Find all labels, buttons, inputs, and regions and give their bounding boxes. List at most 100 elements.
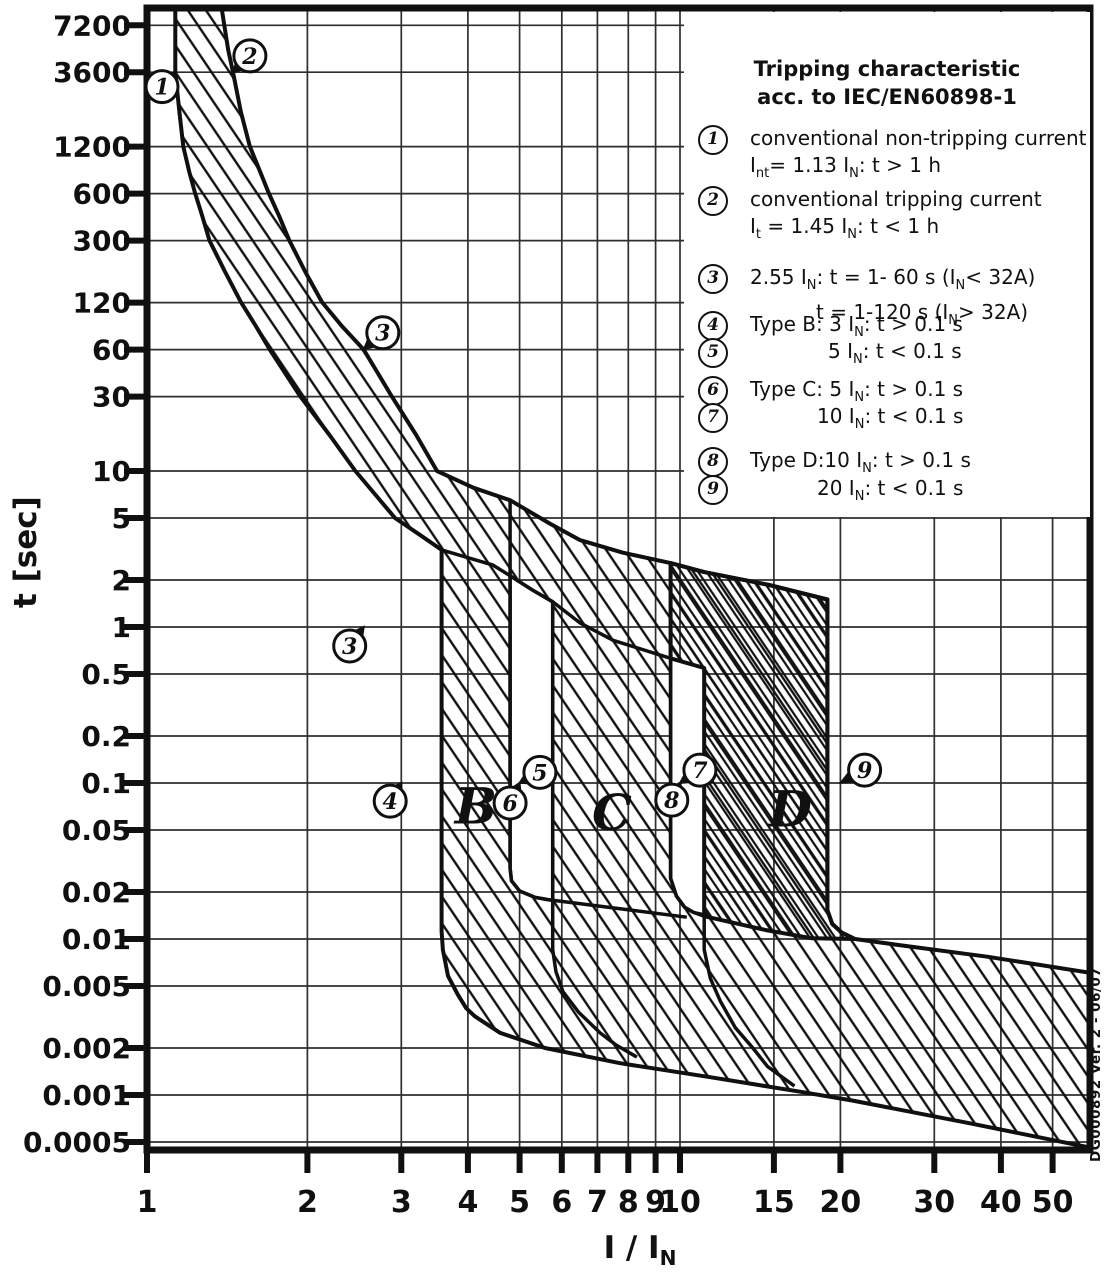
legend-item-number-1: 1: [698, 125, 728, 155]
legend-item-text: t = 1-120 s (IN> 32A): [816, 300, 1029, 328]
svg-text:300: 300: [73, 225, 131, 258]
legend-title-line1: Tripping characteristic: [753, 57, 1021, 81]
svg-text:30: 30: [92, 381, 131, 414]
legend-item-3: 3 2.55 IN: t = 1- 60 s (IN< 32A) t = 1-120…: [698, 264, 1088, 334]
legend-item-6: 6 Type C: 5 IN: t > 0.1 s: [698, 376, 1088, 411]
svg-text:8: 8: [618, 1185, 639, 1220]
type-b-right-edge: [508, 500, 688, 919]
svg-text:2: 2: [112, 564, 131, 597]
svg-text:120: 120: [73, 287, 131, 320]
svg-text:2: 2: [241, 44, 257, 70]
region-letter-C: C: [592, 783, 632, 842]
svg-text:8: 8: [663, 788, 679, 814]
legend-item-2: 2 conventional tripping current It = 1.45 …: [698, 186, 1088, 248]
svg-text:0.02: 0.02: [62, 876, 131, 909]
marker-2: 2: [231, 38, 268, 74]
marker-9: 9: [838, 752, 883, 788]
svg-text:9: 9: [645, 1185, 666, 1220]
x-axis-title: I / IN: [603, 1230, 677, 1271]
marker-3: 3: [362, 315, 401, 351]
type-c-left-edge: [550, 601, 638, 1059]
legend: Tripping characteristic acc. to IEC/EN60…: [684, 12, 1090, 517]
legend-item-5: 5 5 IN: t < 0.1 s: [698, 338, 1088, 373]
svg-text:3: 3: [342, 634, 357, 660]
marker-8: 8: [654, 781, 690, 818]
legend-item-text: It = 1.45 IN: t < 1 h: [750, 214, 940, 242]
legend-item-number-7: 7: [698, 403, 728, 433]
legend-item-number-8: 8: [698, 447, 728, 477]
legend-item-text: Type C: 5 IN: t > 0.1 s: [750, 377, 964, 405]
svg-text:3600: 3600: [53, 56, 131, 89]
svg-text:15: 15: [753, 1185, 795, 1220]
region-letters: B C D: [453, 776, 812, 842]
x-tick-labels: 1 2 3 4 5 6 7 8 910 15 20 30 40 50: [137, 1185, 1074, 1220]
marker-7: 7: [678, 752, 718, 788]
svg-text:0.5: 0.5: [81, 658, 131, 691]
svg-text:0.0005: 0.0005: [23, 1126, 131, 1159]
svg-text:6: 6: [502, 791, 517, 817]
svg-text:600: 600: [73, 178, 131, 211]
svg-text:4: 4: [383, 789, 398, 815]
svg-text:9: 9: [857, 758, 872, 784]
marker-1: 1: [144, 69, 180, 105]
y-tick-labels: 7200 3600 1200 600 300 120 60 30 10 5 2 1 0.5 0.2 0.1 0…: [23, 9, 131, 1159]
legend-item-number-5: 5: [698, 338, 728, 368]
svg-text:50: 50: [1032, 1185, 1074, 1220]
legend-item-text: Int= 1.13 IN: t > 1 h: [750, 153, 942, 181]
axis-ticks: [124, 22, 1056, 1173]
svg-text:20: 20: [820, 1185, 862, 1220]
svg-text:1: 1: [112, 611, 131, 644]
type-c-right-edge: [668, 563, 705, 918]
legend-title: Tripping characteristic acc. to IEC/EN60…: [684, 55, 1090, 111]
legend-item-number-4: 4: [698, 311, 728, 341]
svg-text:7200: 7200: [53, 9, 131, 42]
legend-item-number-2: 2: [698, 186, 728, 216]
legend-item-text: 10 IN: t < 0.1 s: [817, 404, 964, 432]
legend-item-text: conventional non-tripping current: [750, 126, 1087, 150]
marker-5: 5: [517, 754, 558, 790]
y-axis-title: t [sec]: [8, 496, 44, 608]
legend-item-text: 20 IN: t < 0.1 s: [817, 476, 964, 504]
marker-4: 4: [372, 781, 408, 819]
svg-text:4: 4: [457, 1185, 478, 1220]
svg-text:0.005: 0.005: [42, 970, 131, 1003]
svg-text:0.002: 0.002: [42, 1032, 131, 1065]
region-letter-B: B: [453, 776, 497, 835]
svg-text:0.05: 0.05: [62, 814, 131, 847]
svg-text:1200: 1200: [53, 131, 131, 164]
svg-text:5: 5: [112, 502, 131, 535]
band-union-region: [173, 8, 1090, 1150]
svg-text:3: 3: [375, 321, 390, 347]
legend-item-number-9: 9: [698, 475, 728, 505]
legend-title-line2: acc. to IEC/EN60898-1: [757, 85, 1017, 109]
svg-text:0.001: 0.001: [42, 1079, 131, 1112]
legend-item-number-6: 6: [698, 376, 728, 406]
legend-item-text: 2.55 IN: t = 1- 60 s (IN< 32A): [750, 265, 1036, 293]
svg-text:1: 1: [154, 75, 169, 101]
svg-text:0.01: 0.01: [62, 923, 131, 956]
svg-text:30: 30: [913, 1185, 955, 1220]
legend-item-text: Type B: 3 IN: t > 0.1 s: [750, 312, 963, 340]
type-d-left-edge: [702, 668, 796, 1088]
svg-text:60: 60: [92, 334, 131, 367]
svg-text:40: 40: [980, 1185, 1022, 1220]
marker-3: 3: [332, 625, 368, 664]
marker-6: 6: [492, 781, 528, 821]
legend-item-1: 1 conventional non-tripping current Int= 1…: [698, 125, 1088, 187]
svg-text:1: 1: [137, 1185, 158, 1220]
svg-text:7: 7: [587, 1185, 608, 1220]
svg-text:5: 5: [532, 760, 547, 786]
document-reference-note: DG000892 Ver. 2 - 06/07: [1088, 966, 1104, 1162]
legend-item-text: Type D:10 IN: t > 0.1 s: [750, 448, 971, 476]
svg-text:10: 10: [659, 1185, 701, 1220]
svg-text:0.2: 0.2: [81, 720, 131, 753]
svg-text:2: 2: [297, 1185, 318, 1220]
svg-text:10: 10: [92, 455, 131, 488]
svg-text:0.1: 0.1: [81, 767, 131, 800]
legend-item-9: 9 20 IN: t < 0.1 s: [698, 475, 1088, 510]
legend-item-4: 4 Type B: 3 IN: t > 0.1 s: [698, 311, 1088, 346]
svg-text:5: 5: [509, 1185, 530, 1220]
svg-text:3: 3: [391, 1185, 412, 1220]
